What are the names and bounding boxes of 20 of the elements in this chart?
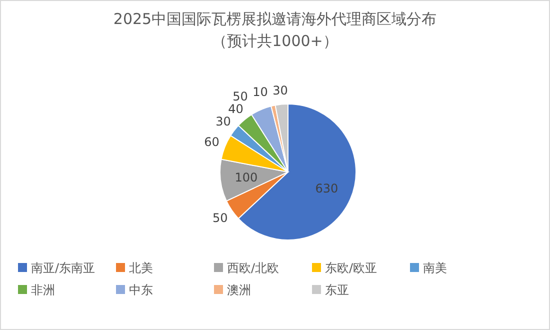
data-label: 630 (315, 182, 338, 196)
chart-title: 2025中国国际瓦楞展拟邀请海外代理商区域分布 (113, 10, 437, 28)
data-label: 50 (232, 90, 248, 104)
data-label: 50 (212, 211, 228, 226)
legend-label: 非洲 (31, 283, 55, 297)
data-label: 10 (252, 84, 268, 99)
legend-label: 中东 (129, 283, 153, 297)
data-label: 100 (234, 170, 258, 184)
data-label: 30 (216, 114, 231, 129)
legend-label: 北美 (129, 261, 153, 275)
legend-label: 西欧/北欧 (227, 261, 280, 275)
data-label: 30 (272, 83, 288, 98)
legend-label: 澳洲 (227, 283, 251, 297)
legend-label: 南美 (423, 261, 447, 275)
legend-label: 东亚 (325, 283, 349, 297)
data-label: 60 (204, 134, 220, 149)
legend-label: 南亚/东南亚 (31, 261, 96, 275)
legend-label: 东欧/欧亚 (325, 261, 378, 275)
chart-subtitle: （预计共1000+） (212, 32, 338, 50)
data-label: 40 (228, 102, 244, 116)
